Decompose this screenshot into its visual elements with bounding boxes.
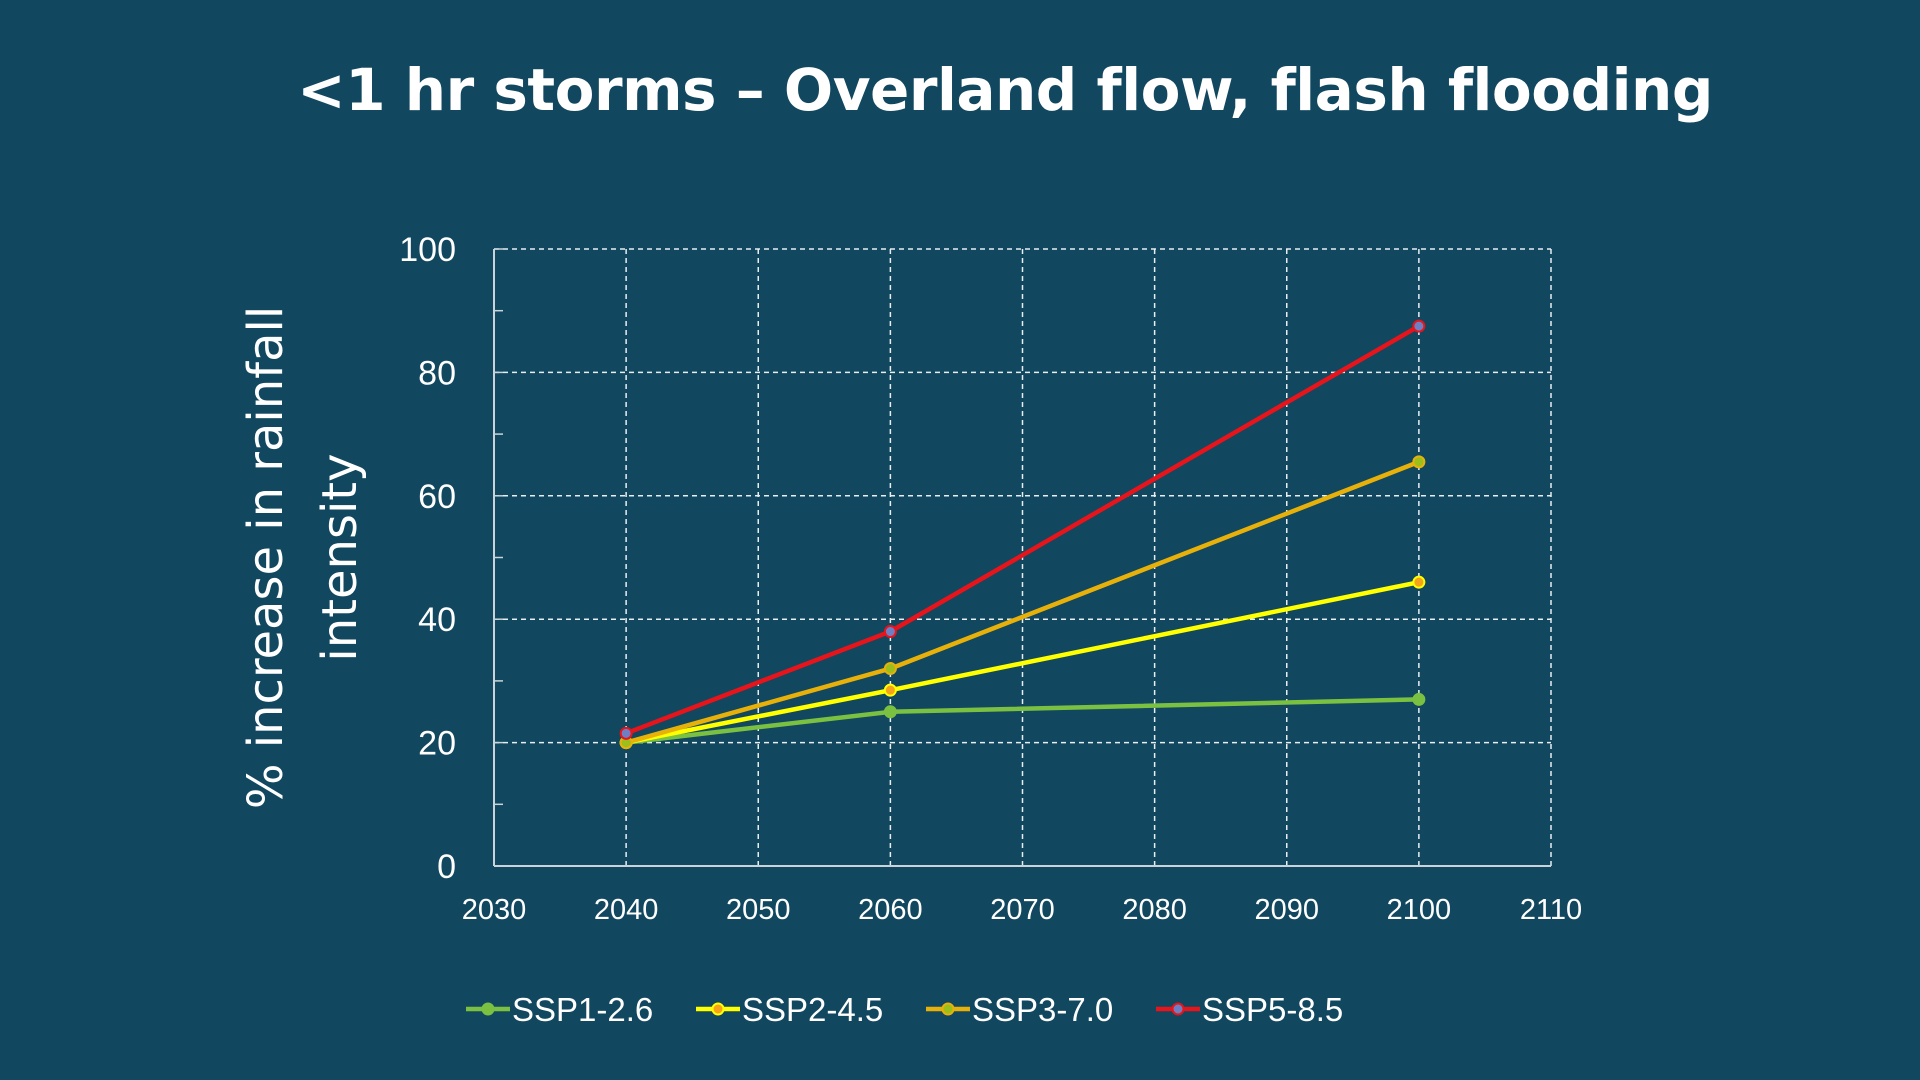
legend-marker-ssp1-2.6 xyxy=(481,1002,495,1016)
legend-label-ssp1-2.6: SSP1-2.6 xyxy=(512,991,653,1028)
y-tick-label-40: 40 xyxy=(418,601,456,639)
legend-item-ssp2-4.5: SSP2-4.5 xyxy=(696,991,883,1028)
legend-label-ssp5-8.5: SSP5-8.5 xyxy=(1202,991,1343,1028)
data-point-ssp3-7.0-2060 xyxy=(883,662,897,676)
data-point-ssp1-2.6-2060 xyxy=(883,705,897,719)
legend-item-ssp5-8.5: SSP5-8.5 xyxy=(1156,991,1343,1028)
grid-layer xyxy=(494,248,1552,866)
legend-label-ssp3-7.0: SSP3-7.0 xyxy=(972,991,1113,1028)
data-point-ssp2-4.5-2100 xyxy=(1412,575,1426,589)
legend-label-ssp2-4.5: SSP2-4.5 xyxy=(742,991,883,1028)
x-tick-label-2050: 2050 xyxy=(726,894,791,926)
legend-item-ssp3-7.0: SSP3-7.0 xyxy=(926,991,1113,1028)
x-tick-label-2030: 2030 xyxy=(462,894,527,926)
y-axis-title-line-2: intensity xyxy=(312,453,368,661)
x-tick-label-2080: 2080 xyxy=(1122,894,1187,926)
x-tick-label-2110: 2110 xyxy=(1520,894,1582,926)
y-tick-label-100: 100 xyxy=(399,231,456,269)
x-tick-label-2100: 2100 xyxy=(1387,894,1452,926)
data-point-ssp5-8.5-2060 xyxy=(883,625,897,639)
axis-layer xyxy=(493,248,1551,867)
x-tick-label-2090: 2090 xyxy=(1254,894,1319,926)
data-point-ssp3-7.0-2100 xyxy=(1412,455,1426,469)
x-tick-label-2060: 2060 xyxy=(858,894,923,926)
y-tick-label-0: 0 xyxy=(437,848,456,886)
data-point-ssp5-8.5-2040 xyxy=(619,726,633,740)
series-layer xyxy=(619,319,1426,750)
data-point-ssp5-8.5-2100 xyxy=(1412,319,1426,333)
x-tick-label-2040: 2040 xyxy=(594,894,659,926)
legend-marker-ssp5-8.5 xyxy=(1171,1002,1185,1016)
data-point-ssp1-2.6-2100 xyxy=(1412,692,1426,706)
x-tick-label-2070: 2070 xyxy=(990,894,1055,926)
data-point-ssp2-4.5-2060 xyxy=(883,683,897,697)
legend-marker-ssp3-7.0 xyxy=(941,1002,955,1016)
legend-item-ssp1-2.6: SSP1-2.6 xyxy=(466,991,653,1028)
y-tick-label-80: 80 xyxy=(418,354,456,392)
legend-marker-ssp2-4.5 xyxy=(711,1002,725,1016)
chart-title: <1 hr storms – Overland flow, flash floo… xyxy=(297,56,1713,124)
y-axis-title-line-1: % increase in rainfall xyxy=(238,306,294,809)
legend: SSP1-2.6 SSP2-4.5 SSP3-7.0 SSP5-8.5 xyxy=(466,991,1343,1028)
y-tick-label-60: 60 xyxy=(418,478,456,516)
y-tick-label-20: 20 xyxy=(418,725,456,763)
